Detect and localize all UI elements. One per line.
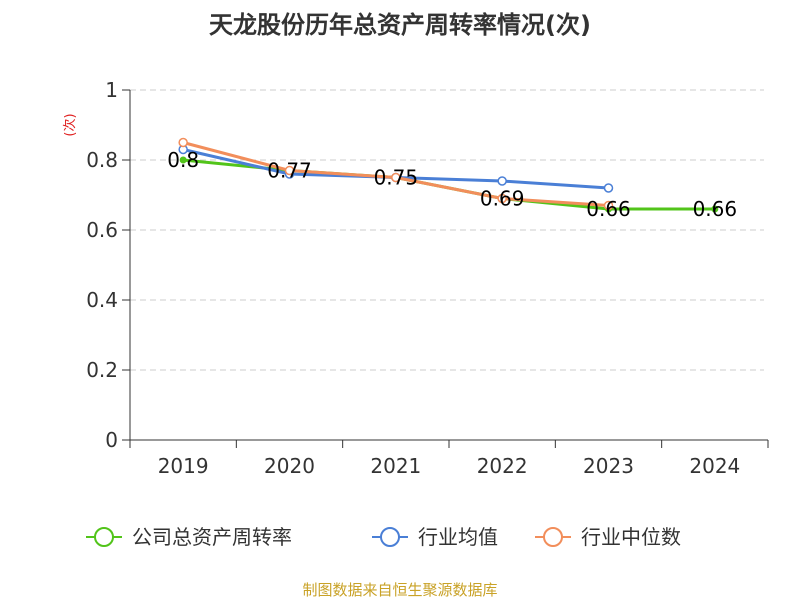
data-labels: 0.8 0.77 0.75 0.69 0.66 0.66: [167, 148, 737, 221]
legend-label: 行业中位数: [581, 525, 681, 549]
data-point[interactable]: [497, 193, 507, 204]
axes: 0 0.2 0.4 0.6 0.8 1 2019 2020 2021 2022 2023 2024: [86, 78, 769, 478]
series-3: [178, 137, 614, 211]
data-point[interactable]: [603, 183, 614, 193]
source-note: 制图数据来自恒生聚源数据库: [302, 581, 497, 599]
data-label: 0.66: [693, 197, 738, 221]
y-tick-label: 0.4: [86, 288, 118, 312]
data-point[interactable]: [179, 156, 187, 164]
legend-item[interactable]: 行业中位数: [535, 525, 681, 549]
y-tick-label: 0.2: [86, 358, 118, 382]
legend[interactable]: 公司总资产周转率 行业均值 行业中位数: [86, 525, 681, 549]
y-tick-label: 0: [105, 428, 118, 452]
legend-item[interactable]: 行业均值: [372, 525, 498, 549]
y-tick-label: 1: [105, 78, 118, 102]
grid-lines: [130, 89, 764, 371]
legend-label: 行业均值: [418, 525, 498, 549]
x-tick-label: 2023: [583, 454, 634, 478]
y-tick-label: 0.8: [86, 148, 118, 172]
legend-marker-icon: [380, 527, 400, 547]
x-tick-label: 2019: [158, 454, 209, 478]
data-point[interactable]: [711, 205, 719, 213]
data-label: 0.66: [586, 197, 631, 221]
data-point[interactable]: [178, 137, 188, 148]
data-label: 0.75: [374, 166, 419, 190]
data-label: 0.8: [167, 148, 199, 172]
data-label: 0.69: [480, 187, 525, 211]
data-point[interactable]: [603, 200, 614, 211]
legend-item[interactable]: 公司总资产周转率: [86, 525, 292, 549]
chart-title: 天龙股份历年总资产周转率情况(次): [209, 11, 591, 39]
plot-area: [178, 137, 719, 213]
x-tick-label: 2020: [264, 454, 315, 478]
data-point[interactable]: [497, 176, 507, 186]
y-axis-label: (次): [62, 113, 78, 136]
data-point[interactable]: [284, 165, 295, 176]
x-tick-label: 2021: [370, 454, 421, 478]
legend-marker-icon: [94, 527, 114, 547]
x-tick-label: 2022: [477, 454, 528, 478]
data-point[interactable]: [391, 172, 401, 183]
series-1: [179, 156, 719, 213]
legend-marker-icon: [543, 527, 563, 547]
legend-label: 公司总资产周转率: [132, 525, 292, 549]
x-tick-label: 2024: [689, 454, 740, 478]
y-tick-label: 0.6: [86, 218, 118, 242]
data-label: 0.77: [267, 159, 312, 183]
